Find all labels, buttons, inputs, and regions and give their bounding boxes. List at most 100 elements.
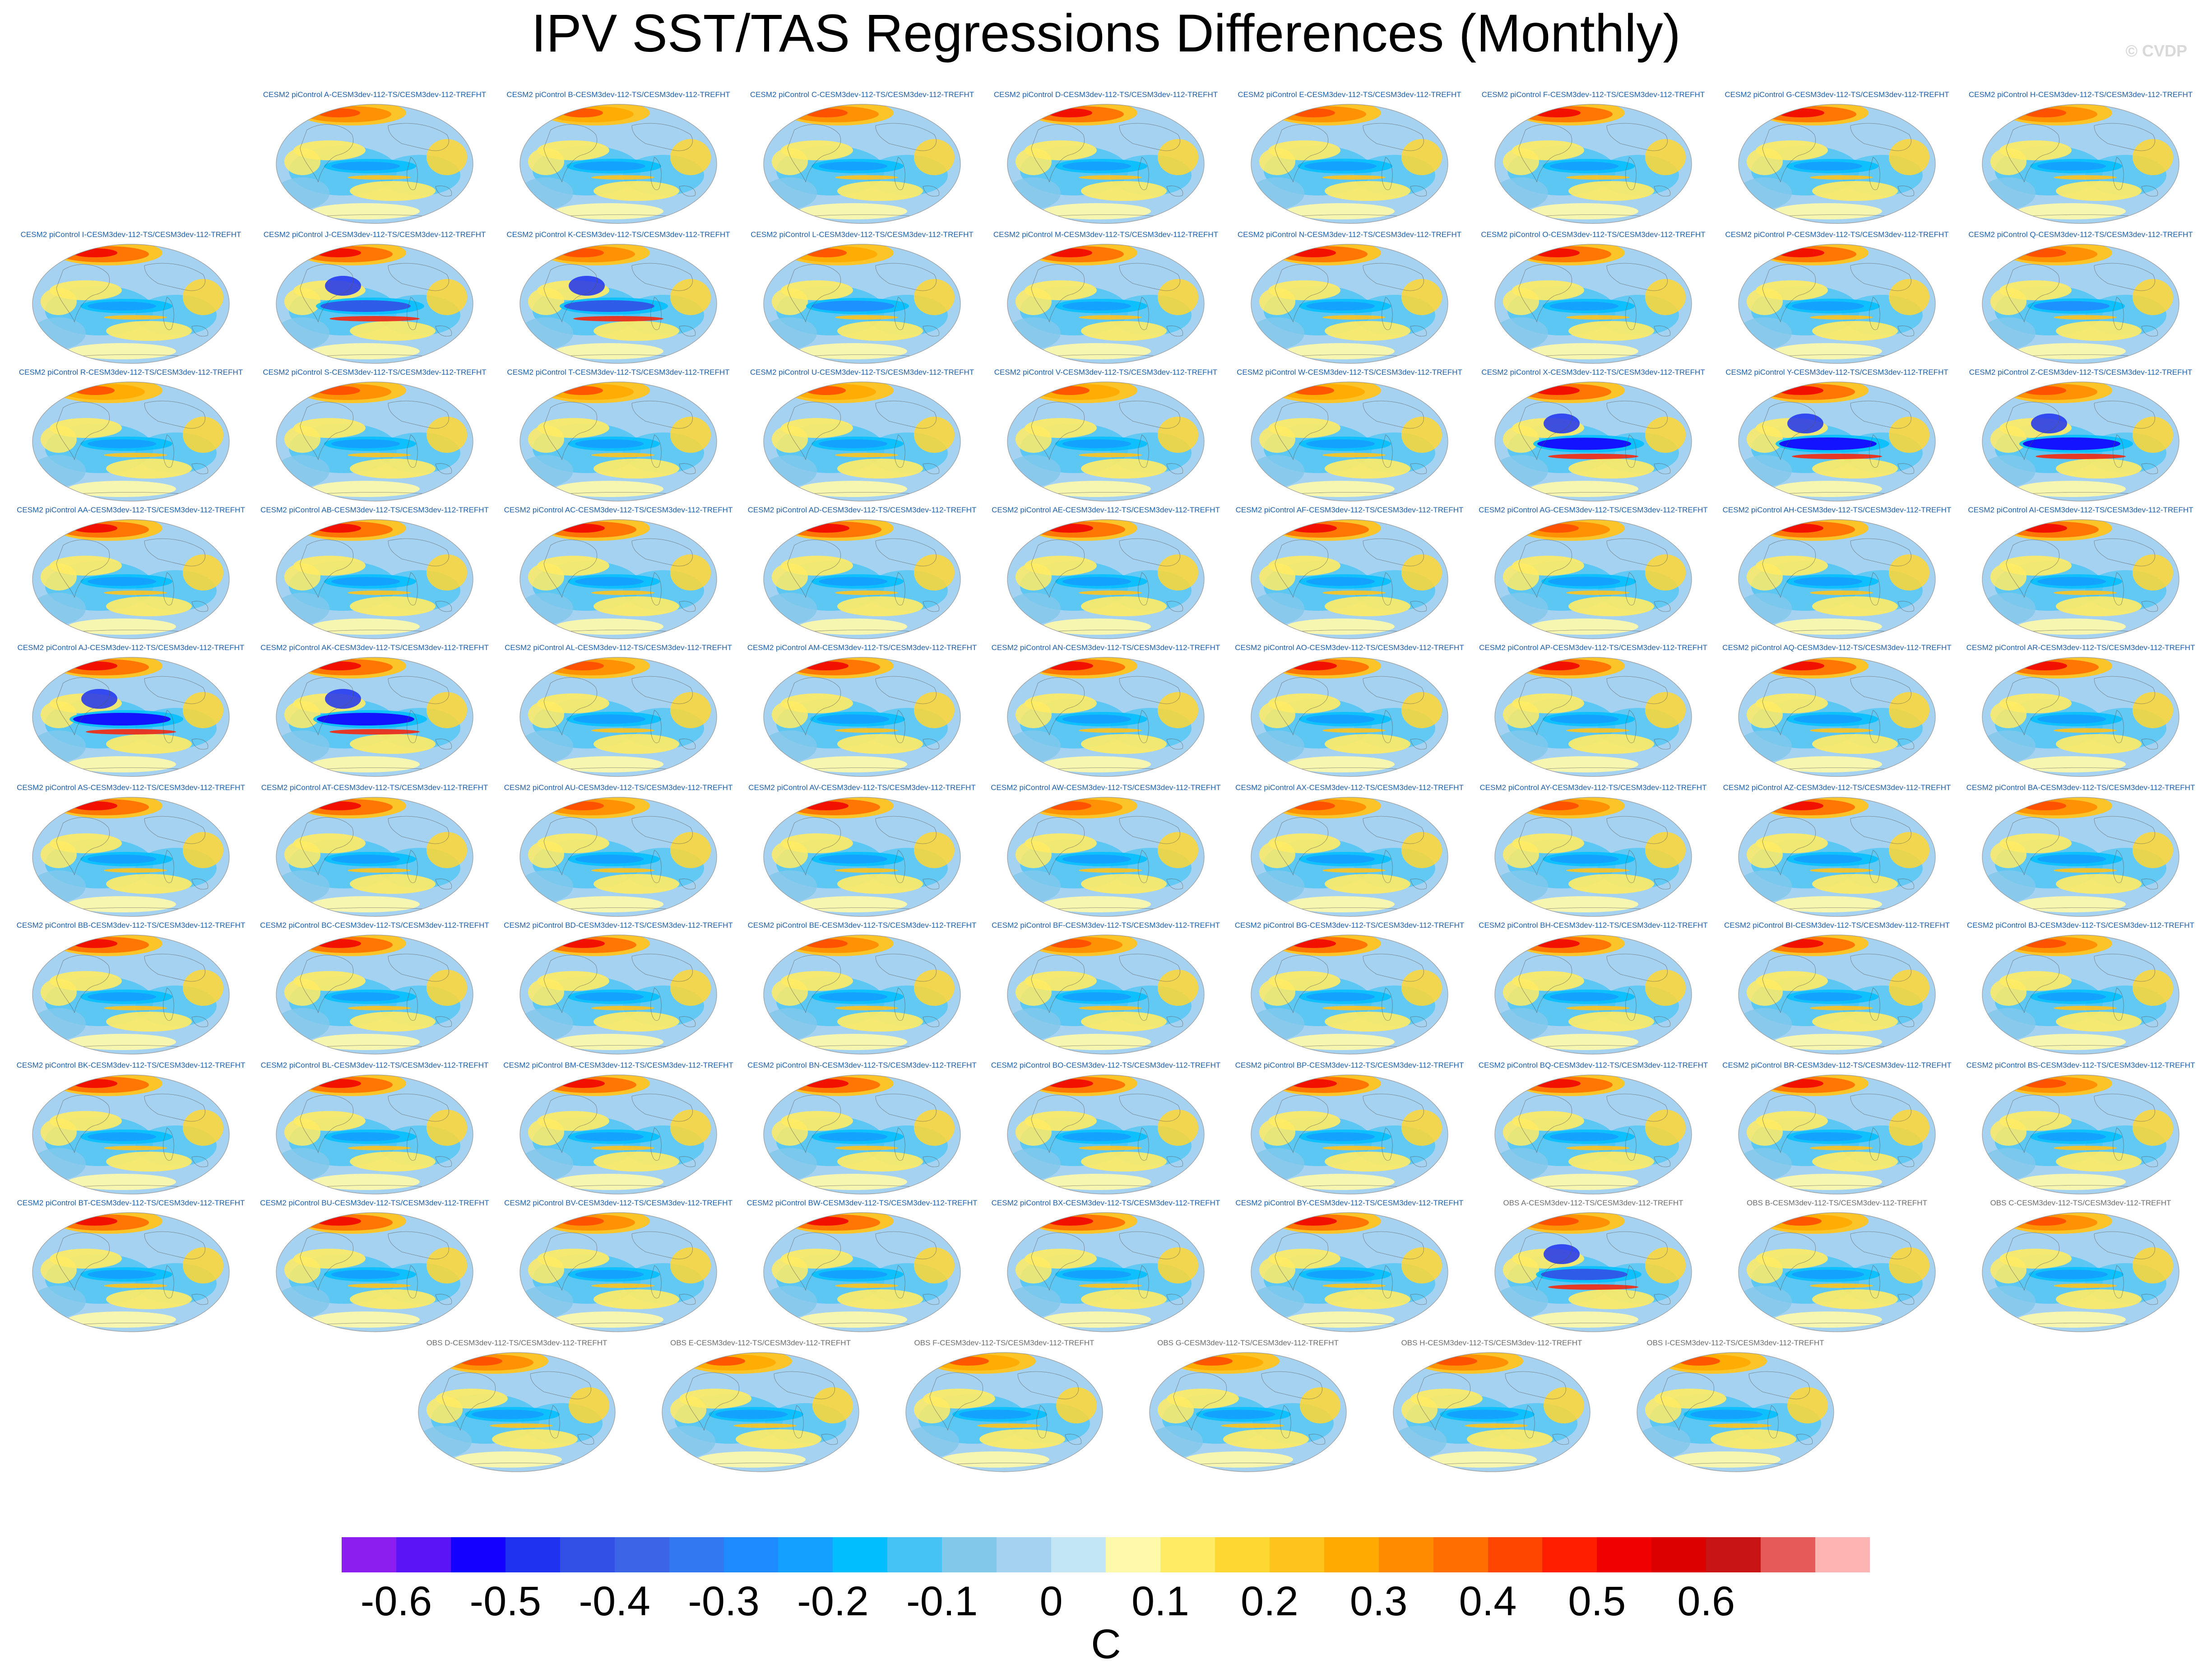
map-field <box>1251 244 1448 364</box>
panel-title: CESM2 piControl B-CESM3dev-112-TS/CESM3d… <box>506 90 730 99</box>
map-panel: CESM2 piControl N-CESM3dev-112-TS/CESM3d… <box>1228 230 1471 366</box>
panel-title: CESM2 piControl AR-CESM3dev-112-TS/CESM3… <box>1966 643 2195 652</box>
map-field <box>1251 104 1448 224</box>
panel-title: CESM2 piControl T-CESM3dev-112-TS/CESM3d… <box>507 368 730 377</box>
map-field <box>1982 934 2180 1055</box>
map-field <box>32 519 230 639</box>
panel-title: CESM2 piControl AQ-CESM3dev-112-TS/CESM3… <box>1722 643 1952 652</box>
map-field <box>276 244 473 364</box>
map-panel: CESM2 piControl AY-CESM3dev-112-TS/CESM3… <box>1471 783 1715 919</box>
panel-title: OBS A-CESM3dev-112-TS/CESM3dev-112-TREFH… <box>1503 1199 1683 1207</box>
map-panel: CESM2 piControl AR-CESM3dev-112-TS/CESM3… <box>1959 643 2203 779</box>
map-field <box>519 1212 717 1332</box>
map-field <box>1007 797 1205 917</box>
map-field <box>1494 934 1692 1055</box>
map-field <box>276 1212 473 1332</box>
panel-title: CESM2 piControl AB-CESM3dev-112-TS/CESM3… <box>260 506 489 514</box>
panel-title: CESM2 piControl BC-CESM3dev-112-TS/CESM3… <box>260 921 489 930</box>
panel-title: CESM2 piControl N-CESM3dev-112-TS/CESM3d… <box>1237 230 1462 239</box>
map-panel: CESM2 piControl AI-CESM3dev-112-TS/CESM3… <box>1959 506 2203 641</box>
panel-title: CESM2 piControl BM-CESM3dev-112-TS/CESM3… <box>503 1061 733 1069</box>
panel-title: CESM2 piControl D-CESM3dev-112-TS/CESM3d… <box>993 90 1218 99</box>
map-panel: CESM2 piControl BR-CESM3dev-112-TS/CESM3… <box>1715 1061 1959 1196</box>
map-field <box>1982 244 2180 364</box>
map-field <box>1738 104 1936 224</box>
map-field <box>1007 1074 1205 1195</box>
panel-title: CESM2 piControl AG-CESM3dev-112-TS/CESM3… <box>1479 506 1708 514</box>
map-panel: CESM2 piControl AM-CESM3dev-112-TS/CESM3… <box>740 643 984 779</box>
map-panel: CESM2 piControl AW-CESM3dev-112-TS/CESM3… <box>984 783 1228 919</box>
panel-title: CESM2 piControl BD-CESM3dev-112-TS/CESM3… <box>504 921 733 930</box>
panel-title: OBS H-CESM3dev-112-TS/CESM3dev-112-TREFH… <box>1401 1339 1582 1347</box>
map-field <box>1007 104 1205 224</box>
map-field <box>763 244 961 364</box>
map-field <box>1637 1352 1834 1472</box>
chart-title: IPV SST/TAS Regressions Differences (Mon… <box>531 4 1681 63</box>
panel-title: CESM2 piControl K-CESM3dev-112-TS/CESM3d… <box>506 230 730 239</box>
panel-title: CESM2 piControl BX-CESM3dev-112-TS/CESM3… <box>991 1199 1220 1207</box>
map-field <box>763 1074 961 1195</box>
panel-title: CESM2 piControl BS-CESM3dev-112-TS/CESM3… <box>1966 1061 2195 1069</box>
map-panel: CESM2 piControl Q-CESM3dev-112-TS/CESM3d… <box>1959 230 2203 366</box>
map-panel: CESM2 piControl BF-CESM3dev-112-TS/CESM3… <box>984 921 1228 1056</box>
panel-title: CESM2 piControl AK-CESM3dev-112-TS/CESM3… <box>260 643 489 652</box>
map-field <box>1738 244 1936 364</box>
panel-title: CESM2 piControl AW-CESM3dev-112-TS/CESM3… <box>991 783 1221 792</box>
map-field <box>519 797 717 917</box>
map-field <box>519 381 717 502</box>
map-field <box>276 381 473 502</box>
map-field <box>1494 381 1692 502</box>
map-panel: CESM2 piControl BK-CESM3dev-112-TS/CESM3… <box>9 1061 253 1196</box>
panel-title: CESM2 piControl S-CESM3dev-112-TS/CESM3d… <box>263 368 487 377</box>
panel-title: CESM2 piControl AC-CESM3dev-112-TS/CESM3… <box>504 506 733 514</box>
panel-title: CESM2 piControl BK-CESM3dev-112-TS/CESM3… <box>16 1061 246 1069</box>
panel-title: CESM2 piControl E-CESM3dev-112-TS/CESM3d… <box>1238 90 1461 99</box>
map-field <box>1007 244 1205 364</box>
panel-title: CESM2 piControl AJ-CESM3dev-112-TS/CESM3… <box>17 643 245 652</box>
map-panel: CESM2 piControl AT-CESM3dev-112-TS/CESM3… <box>253 783 496 919</box>
map-panel: CESM2 piControl AU-CESM3dev-112-TS/CESM3… <box>496 783 740 919</box>
map-field <box>1738 797 1936 917</box>
panel-title: CESM2 piControl I-CESM3dev-112-TS/CESM3d… <box>20 230 241 239</box>
map-panel: OBS C-CESM3dev-112-TS/CESM3dev-112-TREFH… <box>1959 1199 2203 1334</box>
panel-title: CESM2 piControl BF-CESM3dev-112-TS/CESM3… <box>992 921 1220 930</box>
map-panel: CESM2 piControl BO-CESM3dev-112-TS/CESM3… <box>984 1061 1228 1196</box>
map-field <box>1251 657 1448 777</box>
panel-title: CESM2 piControl AZ-CESM3dev-112-TS/CESM3… <box>1723 783 1951 792</box>
map-panel: CESM2 piControl A-CESM3dev-112-TS/CESM3d… <box>253 90 496 226</box>
map-field <box>276 1074 473 1195</box>
panel-title: CESM2 piControl AI-CESM3dev-112-TS/CESM3… <box>1968 506 2193 514</box>
map-panel: CESM2 piControl BW-CESM3dev-112-TS/CESM3… <box>740 1199 984 1334</box>
map-field <box>519 104 717 224</box>
map-panel: CESM2 piControl H-CESM3dev-112-TS/CESM3d… <box>1959 90 2203 226</box>
panel-title: CESM2 piControl BY-CESM3dev-112-TS/CESM3… <box>1235 1199 1464 1207</box>
panel-title: CESM2 piControl BV-CESM3dev-112-TS/CESM3… <box>504 1199 733 1207</box>
panel-title: CESM2 piControl AO-CESM3dev-112-TS/CESM3… <box>1235 643 1464 652</box>
map-panel: CESM2 piControl Z-CESM3dev-112-TS/CESM3d… <box>1959 368 2203 503</box>
map-field <box>519 1074 717 1195</box>
panel-title: CESM2 piControl AN-CESM3dev-112-TS/CESM3… <box>991 643 1220 652</box>
map-panel: CESM2 piControl E-CESM3dev-112-TS/CESM3d… <box>1228 90 1471 226</box>
map-panel: CESM2 piControl BV-CESM3dev-112-TS/CESM3… <box>496 1199 740 1334</box>
map-field <box>1251 1074 1448 1195</box>
panel-title: OBS C-CESM3dev-112-TS/CESM3dev-112-TREFH… <box>1990 1199 2171 1207</box>
map-panel: CESM2 piControl J-CESM3dev-112-TS/CESM3d… <box>253 230 496 366</box>
panel-title: CESM2 piControl BR-CESM3dev-112-TS/CESM3… <box>1722 1061 1952 1069</box>
panel-title: CESM2 piControl AD-CESM3dev-112-TS/CESM3… <box>747 506 977 514</box>
map-panel: CESM2 piControl BH-CESM3dev-112-TS/CESM3… <box>1471 921 1715 1056</box>
panel-title: OBS E-CESM3dev-112-TS/CESM3dev-112-TREFH… <box>670 1339 851 1347</box>
panel-title: CESM2 piControl Q-CESM3dev-112-TS/CESM3d… <box>1968 230 2193 239</box>
map-panel: CESM2 piControl BB-CESM3dev-112-TS/CESM3… <box>9 921 253 1056</box>
map-panel: OBS I-CESM3dev-112-TS/CESM3dev-112-TREFH… <box>1614 1339 1857 1474</box>
map-field <box>32 1212 230 1332</box>
map-panel: CESM2 piControl BG-CESM3dev-112-TS/CESM3… <box>1228 921 1471 1056</box>
panel-title: CESM2 piControl J-CESM3dev-112-TS/CESM3d… <box>263 230 486 239</box>
map-field <box>1982 381 2180 502</box>
panel-title: CESM2 piControl AE-CESM3dev-112-TS/CESM3… <box>992 506 1220 514</box>
map-panel: CESM2 piControl L-CESM3dev-112-TS/CESM3d… <box>740 230 984 366</box>
map-field <box>1738 1074 1936 1195</box>
panel-title: CESM2 piControl BN-CESM3dev-112-TS/CESM3… <box>747 1061 977 1069</box>
map-panel: CESM2 piControl BU-CESM3dev-112-TS/CESM3… <box>253 1199 496 1334</box>
map-panel: CESM2 piControl R-CESM3dev-112-TS/CESM3d… <box>9 368 253 503</box>
